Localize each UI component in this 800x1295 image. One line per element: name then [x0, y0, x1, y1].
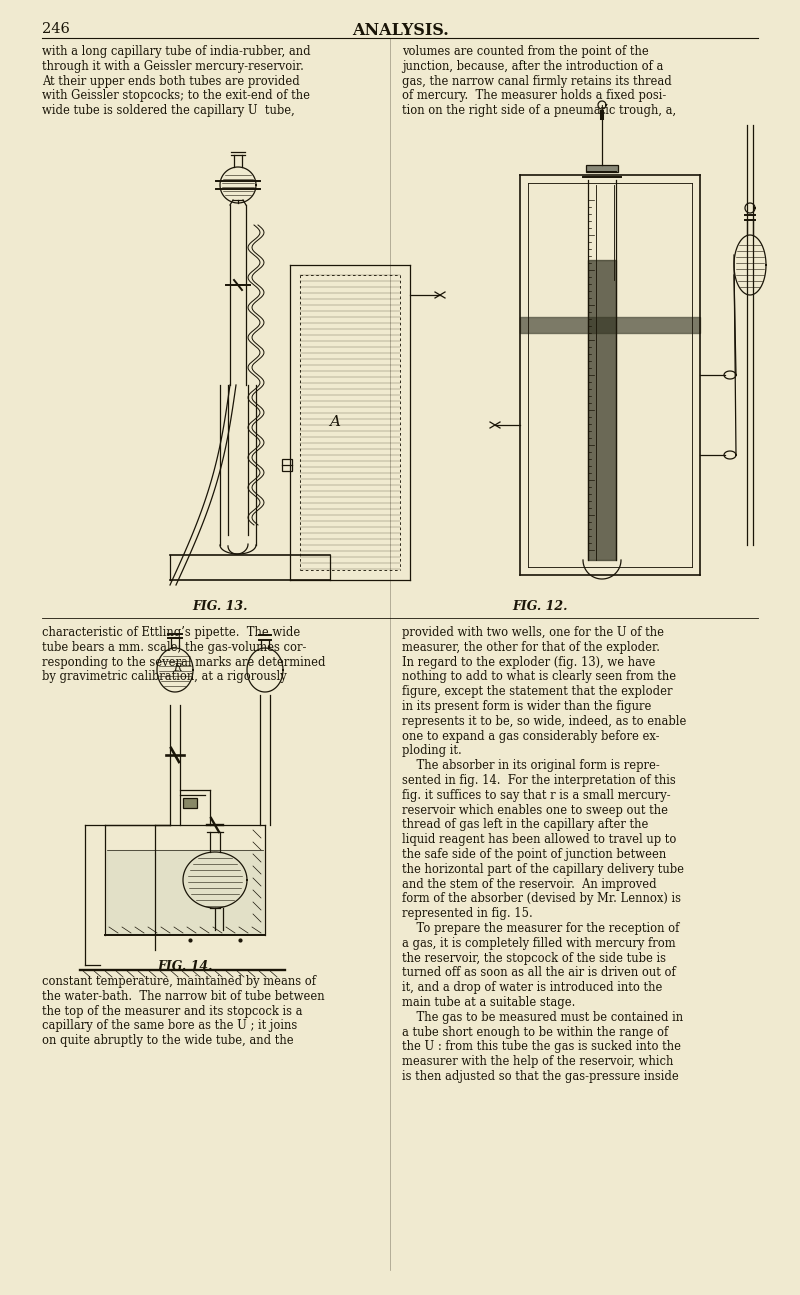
Text: the water-bath.  The narrow bit of tube between: the water-bath. The narrow bit of tube b…	[42, 989, 325, 1002]
Bar	[282, 458, 292, 471]
Text: one to expand a gas considerably before ex-: one to expand a gas considerably before …	[402, 729, 659, 742]
Text: thread of gas left in the capillary after the: thread of gas left in the capillary afte…	[402, 818, 648, 831]
Text: a tube short enough to be within the range of: a tube short enough to be within the ran…	[402, 1026, 668, 1039]
Text: the horizontal part of the capillary delivery tube: the horizontal part of the capillary del…	[402, 862, 684, 875]
Text: it, and a drop of water is introduced into the: it, and a drop of water is introduced in…	[402, 982, 662, 995]
Text: R: R	[173, 663, 181, 673]
Text: FIG. 12.: FIG. 12.	[512, 600, 568, 613]
Text: ANALYSIS.: ANALYSIS.	[352, 22, 448, 39]
Text: The gas to be measured must be contained in: The gas to be measured must be contained…	[402, 1011, 683, 1024]
Text: constant temperature, maintained by means of: constant temperature, maintained by mean…	[42, 975, 316, 988]
Polygon shape	[107, 850, 263, 932]
Text: To prepare the measurer for the reception of: To prepare the measurer for the receptio…	[402, 922, 679, 935]
Text: measurer, the other for that of the exploder.: measurer, the other for that of the expl…	[402, 641, 660, 654]
Text: main tube at a suitable stage.: main tube at a suitable stage.	[402, 996, 575, 1009]
Text: in its present form is wider than the figure: in its present form is wider than the fi…	[402, 701, 651, 714]
Text: A: A	[330, 414, 341, 429]
Text: the U : from this tube the gas is sucked into the: the U : from this tube the gas is sucked…	[402, 1040, 681, 1053]
Text: with Geissler stopcocks; to the exit-end of the: with Geissler stopcocks; to the exit-end…	[42, 89, 310, 102]
Text: gas, the narrow canal firmly retains its thread: gas, the narrow canal firmly retains its…	[402, 75, 672, 88]
Text: represents it to be, so wide, indeed, as to enable: represents it to be, so wide, indeed, as…	[402, 715, 686, 728]
Text: reservoir which enables one to sweep out the: reservoir which enables one to sweep out…	[402, 804, 668, 817]
Text: wide tube is soldered the capillary U  tube,: wide tube is soldered the capillary U tu…	[42, 104, 294, 118]
Text: turned off as soon as all the air is driven out of: turned off as soon as all the air is dri…	[402, 966, 676, 979]
Text: on quite abruptly to the wide tube, and the: on quite abruptly to the wide tube, and …	[42, 1035, 294, 1048]
Text: volumes are counted from the point of the: volumes are counted from the point of th…	[402, 45, 649, 58]
Text: form of the absorber (devised by Mr. Lennox) is: form of the absorber (devised by Mr. Len…	[402, 892, 681, 905]
Text: a gas, it is completely filled with mercury from: a gas, it is completely filled with merc…	[402, 936, 676, 949]
Text: In regard to the exploder (fig. 13), we have: In regard to the exploder (fig. 13), we …	[402, 655, 655, 668]
Text: FIG. 14.: FIG. 14.	[158, 960, 213, 973]
Text: the top of the measurer and its stopcock is a: the top of the measurer and its stopcock…	[42, 1005, 302, 1018]
Text: by gravimetric calibration, at a rigorously: by gravimetric calibration, at a rigorou…	[42, 671, 286, 684]
Text: sented in fig. 14.  For the interpretation of this: sented in fig. 14. For the interpretatio…	[402, 774, 676, 787]
Text: ploding it.: ploding it.	[402, 745, 462, 758]
Text: of mercury.  The measurer holds a fixed posi-: of mercury. The measurer holds a fixed p…	[402, 89, 666, 102]
Text: At their upper ends both tubes are provided: At their upper ends both tubes are provi…	[42, 75, 300, 88]
Text: measurer with the help of the reservoir, which: measurer with the help of the reservoir,…	[402, 1055, 674, 1068]
Text: 246: 246	[42, 22, 70, 36]
Text: liquid reagent has been allowed to travel up to: liquid reagent has been allowed to trave…	[402, 833, 676, 846]
Text: and the stem of the reservoir.  An improved: and the stem of the reservoir. An improv…	[402, 878, 657, 891]
Text: responding to the several marks are determined: responding to the several marks are dete…	[42, 655, 326, 668]
Text: the reservoir, the stopcock of the side tube is: the reservoir, the stopcock of the side …	[402, 952, 666, 965]
Text: tube bears a mm. scale; the gas-volumes cor-: tube bears a mm. scale; the gas-volumes …	[42, 641, 306, 654]
Text: provided with two wells, one for the U of the: provided with two wells, one for the U o…	[402, 625, 664, 638]
Text: tion on the right side of a pneumatic trough, a,: tion on the right side of a pneumatic tr…	[402, 104, 676, 118]
Text: characteristic of Ettling’s pipette.  The wide: characteristic of Ettling’s pipette. The…	[42, 625, 300, 638]
Text: figure, except the statement that the exploder: figure, except the statement that the ex…	[402, 685, 673, 698]
Bar	[586, 164, 618, 172]
Bar	[183, 798, 197, 808]
Text: represented in fig. 15.: represented in fig. 15.	[402, 908, 533, 921]
Text: nothing to add to what is clearly seen from the: nothing to add to what is clearly seen f…	[402, 671, 676, 684]
Polygon shape	[588, 260, 616, 559]
Polygon shape	[520, 317, 700, 333]
Text: with a long capillary tube of india-rubber, and: with a long capillary tube of india-rubb…	[42, 45, 310, 58]
Text: through it with a Geissler mercury-reservoir.: through it with a Geissler mercury-reser…	[42, 60, 304, 73]
Text: fig. it suffices to say that r is a small mercury-: fig. it suffices to say that r is a smal…	[402, 789, 670, 802]
Text: The absorber in its original form is repre-: The absorber in its original form is rep…	[402, 759, 660, 772]
Text: junction, because, after the introduction of a: junction, because, after the introductio…	[402, 60, 663, 73]
Text: the safe side of the point of junction between: the safe side of the point of junction b…	[402, 848, 666, 861]
Text: is then adjusted so that the gas-pressure inside: is then adjusted so that the gas-pressur…	[402, 1070, 678, 1083]
Text: capillary of the same bore as the U ; it joins: capillary of the same bore as the U ; it…	[42, 1019, 298, 1032]
Text: FIG. 13.: FIG. 13.	[192, 600, 248, 613]
